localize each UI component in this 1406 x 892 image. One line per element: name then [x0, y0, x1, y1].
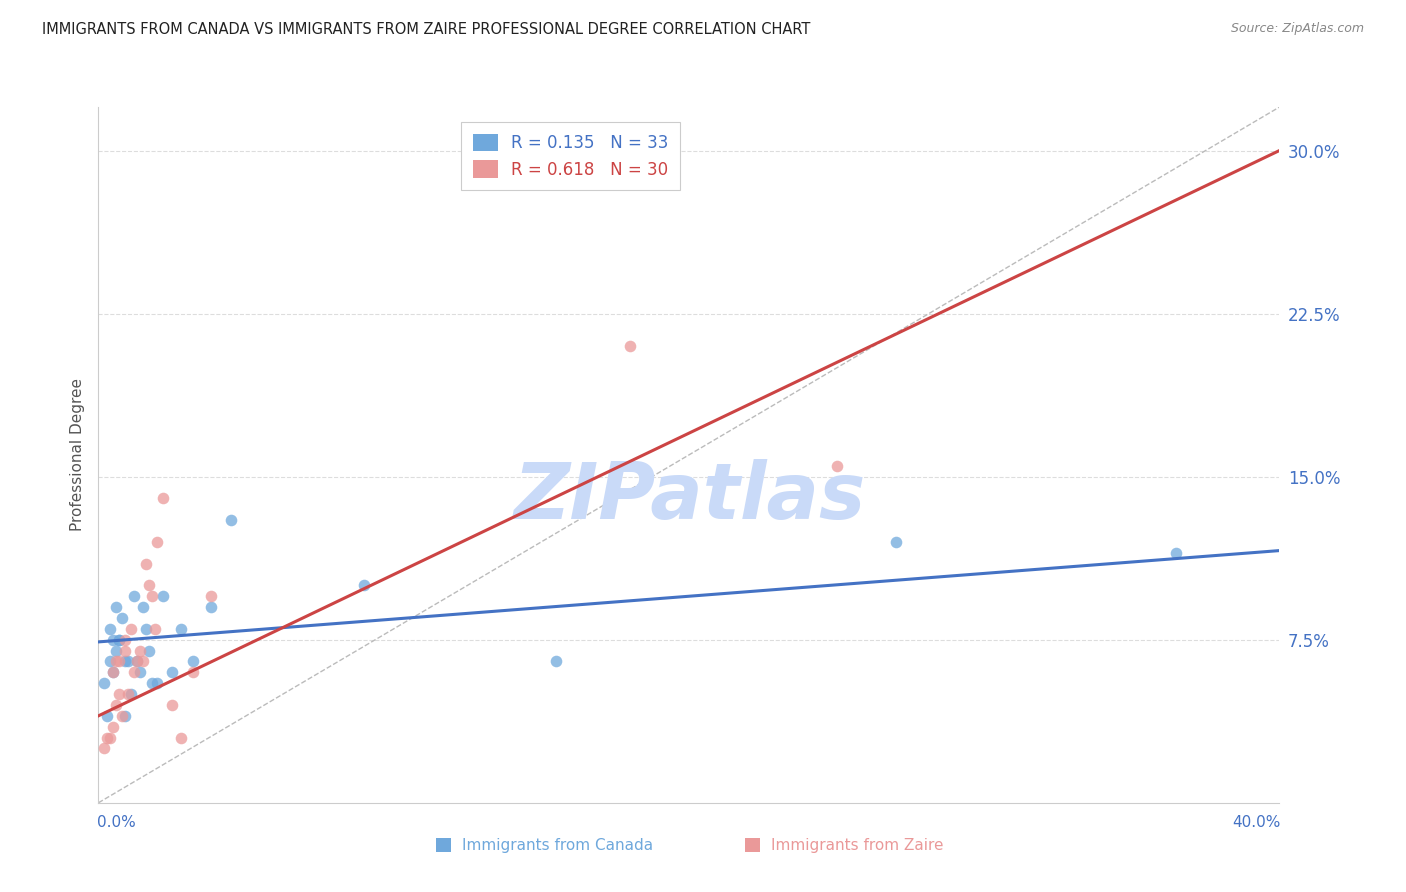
- Point: [884, 535, 907, 549]
- Point: [200, 589, 222, 603]
- Point: [162, 698, 183, 712]
- Point: [146, 676, 169, 690]
- Point: [1164, 546, 1187, 560]
- Point: [108, 632, 131, 647]
- Point: [93, 676, 115, 690]
- Point: [120, 687, 142, 701]
- Point: [132, 655, 155, 669]
- Point: [117, 687, 139, 701]
- Point: [98, 622, 121, 636]
- Point: [125, 655, 148, 669]
- Point: [162, 665, 183, 680]
- Point: [108, 655, 131, 669]
- Point: [152, 491, 174, 506]
- Point: [111, 708, 134, 723]
- Text: 0.0%: 0.0%: [97, 815, 136, 830]
- Point: [128, 665, 150, 680]
- Point: [122, 589, 145, 603]
- Point: [546, 655, 568, 669]
- Point: [120, 622, 142, 636]
- Point: [138, 643, 160, 657]
- Point: [105, 600, 128, 615]
- Point: [96, 731, 118, 745]
- Point: [141, 676, 163, 690]
- Text: 40.0%: 40.0%: [1232, 815, 1281, 830]
- Point: [170, 731, 193, 745]
- Point: [152, 589, 174, 603]
- Text: Source: ZipAtlas.com: Source: ZipAtlas.com: [1230, 22, 1364, 36]
- Point: [170, 622, 193, 636]
- Legend: R = 0.135   N = 33, R = 0.618   N = 30: R = 0.135 N = 33, R = 0.618 N = 30: [461, 122, 681, 190]
- Point: [181, 655, 204, 669]
- Point: [103, 665, 125, 680]
- Point: [108, 632, 131, 647]
- Point: [103, 665, 125, 680]
- Point: [619, 339, 641, 353]
- Point: [103, 632, 125, 647]
- Point: [146, 535, 169, 549]
- Point: [219, 513, 242, 527]
- Text: Immigrants from Zaire: Immigrants from Zaire: [770, 838, 943, 853]
- Point: [135, 622, 157, 636]
- Point: [96, 708, 118, 723]
- Point: [111, 611, 134, 625]
- Point: [108, 687, 131, 701]
- Point: [114, 708, 136, 723]
- Point: [114, 643, 136, 657]
- Text: IMMIGRANTS FROM CANADA VS IMMIGRANTS FROM ZAIRE PROFESSIONAL DEGREE CORRELATION : IMMIGRANTS FROM CANADA VS IMMIGRANTS FRO…: [42, 22, 810, 37]
- Text: Immigrants from Canada: Immigrants from Canada: [461, 838, 652, 853]
- Point: [181, 665, 204, 680]
- Point: [143, 622, 166, 636]
- Point: [114, 632, 136, 647]
- Point: [98, 731, 121, 745]
- Point: [103, 720, 125, 734]
- Point: [105, 698, 128, 712]
- Point: [93, 741, 115, 756]
- Point: [98, 655, 121, 669]
- Point: [138, 578, 160, 592]
- Point: [353, 578, 375, 592]
- Y-axis label: Professional Degree: Professional Degree: [69, 378, 84, 532]
- Point: [132, 600, 155, 615]
- Point: [125, 655, 148, 669]
- Point: [105, 655, 128, 669]
- Text: ZIPatlas: ZIPatlas: [513, 458, 865, 534]
- Point: [105, 643, 128, 657]
- Point: [117, 655, 139, 669]
- Point: [135, 557, 157, 571]
- Point: [141, 589, 163, 603]
- Point: [200, 600, 222, 615]
- Point: [114, 655, 136, 669]
- Point: [825, 458, 848, 473]
- Point: [122, 665, 145, 680]
- Point: [128, 643, 150, 657]
